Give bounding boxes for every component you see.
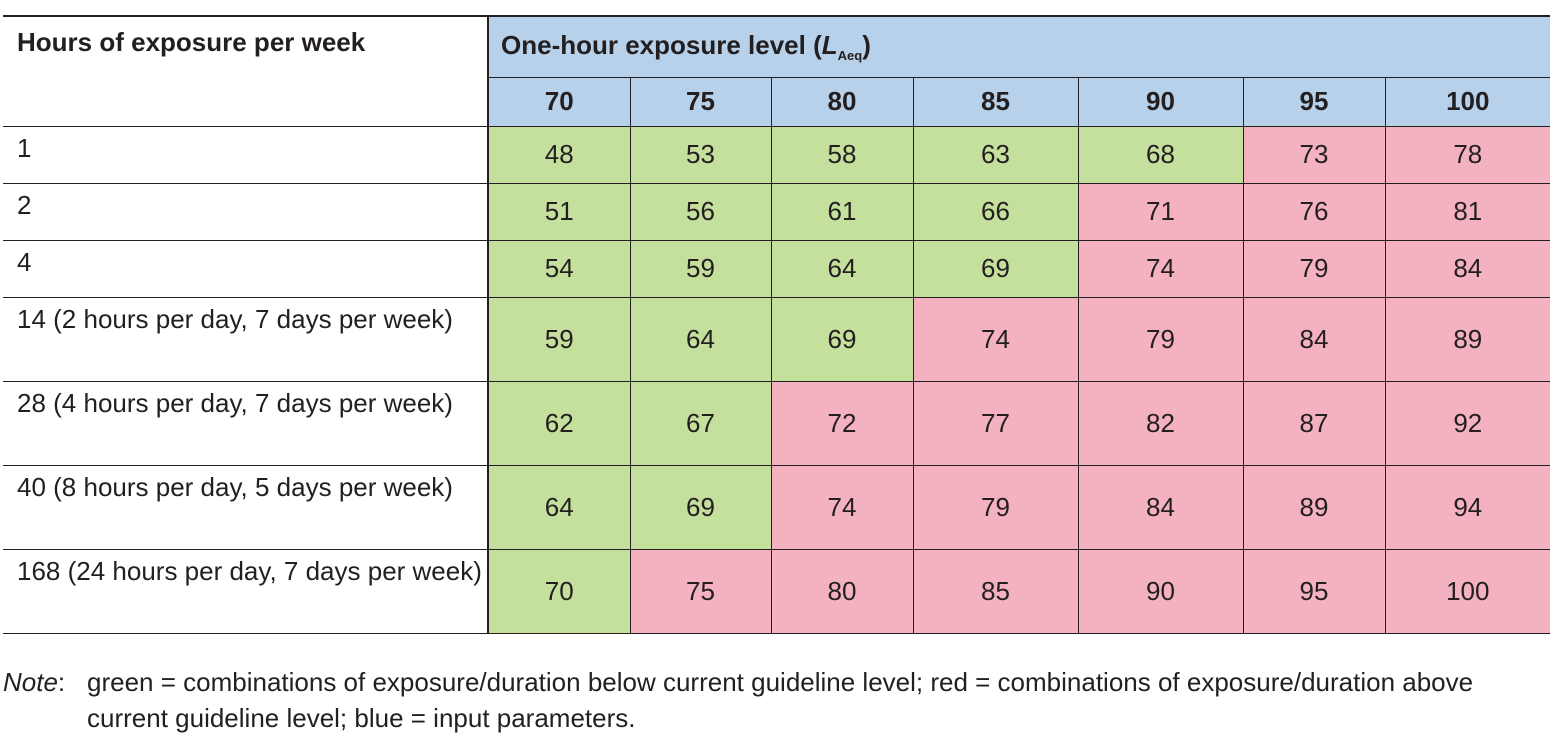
table-row: 14 (2 hours per day, 7 days per week) 59 6…	[3, 297, 1551, 382]
level-header-100: 100	[1385, 77, 1551, 127]
table-cell: 74	[1078, 240, 1244, 298]
table-row: 28 (4 hours per day, 7 days per week) 62 6…	[3, 381, 1551, 466]
row-label: 168 (24 hours per day, 7 days per week)	[3, 549, 489, 634]
table-cell: 70	[488, 549, 631, 634]
table-cell: 54	[488, 240, 631, 298]
table-cell: 75	[630, 549, 772, 634]
table-cell: 94	[1385, 465, 1551, 550]
table-cell: 80	[771, 549, 914, 634]
table-cell: 100	[1385, 549, 1551, 634]
table-note: Note: green = combinations of exposure/du…	[3, 664, 1553, 736]
table-row: 40 (8 hours per day, 5 days per week) 64 6…	[3, 465, 1551, 550]
table-cell: 79	[1078, 297, 1244, 382]
table-cell: 73	[1243, 126, 1386, 184]
table-cell: 77	[913, 381, 1079, 466]
table-cell: 69	[771, 297, 914, 382]
table-cell: 85	[913, 549, 1079, 634]
table-row: 1 48 53 58 63 68 73 78	[3, 126, 1551, 184]
level-header-70: 70	[488, 77, 631, 127]
level-header-row: 70 75 80 85 90 95 100	[3, 77, 1551, 127]
table-cell: 87	[1243, 381, 1386, 466]
level-header-90: 90	[1078, 77, 1244, 127]
group-title-variable: L	[821, 30, 838, 61]
level-header-75: 75	[630, 77, 772, 127]
note-colon: :	[57, 667, 66, 697]
table-cell: 64	[771, 240, 914, 298]
row-label: 1	[3, 126, 489, 184]
table-cell: 76	[1243, 183, 1386, 241]
table-cell: 89	[1385, 297, 1551, 382]
row-label: 14 (2 hours per day, 7 days per week)	[3, 297, 489, 382]
table-cell: 56	[630, 183, 772, 241]
table-row: 4 54 59 64 69 74 79 84	[3, 240, 1551, 298]
table-cell: 69	[913, 240, 1079, 298]
row-label: 2	[3, 183, 489, 241]
level-header-85: 85	[913, 77, 1079, 127]
table-cell: 63	[913, 126, 1079, 184]
row-header-title: Hours of exposure per week	[3, 15, 489, 127]
note-label-wrap: Note:	[3, 664, 87, 700]
table-cell: 89	[1243, 465, 1386, 550]
table-cell: 95	[1243, 549, 1386, 634]
table-cell: 48	[488, 126, 631, 184]
table-cell: 74	[913, 297, 1079, 382]
table-cell: 64	[488, 465, 631, 550]
level-header-95: 95	[1243, 77, 1386, 127]
table-cell: 61	[771, 183, 914, 241]
exposure-level-group-header: One-hour exposure level (LAeq)	[488, 15, 1551, 78]
table-cell: 78	[1385, 126, 1551, 184]
table-body: 1 48 53 58 63 68 73 78 2 51 56 61 66 71 76 81 4 54 59 64 69 7…	[3, 126, 1551, 634]
row-label: 4	[3, 240, 489, 298]
table-cell: 53	[630, 126, 772, 184]
table-cell: 62	[488, 381, 631, 466]
table-cell: 69	[630, 465, 772, 550]
table-cell: 82	[1078, 381, 1244, 466]
level-header-80: 80	[771, 77, 914, 127]
table-cell: 59	[488, 297, 631, 382]
table-row: 2 51 56 61 66 71 76 81	[3, 183, 1551, 241]
table-cell: 66	[913, 183, 1079, 241]
table-cell: 92	[1385, 381, 1551, 466]
row-label: 28 (4 hours per day, 7 days per week)	[3, 381, 489, 466]
note-text: green = combinations of exposure/duratio…	[87, 667, 1474, 733]
table-row: 168 (24 hours per day, 7 days per week) 7…	[3, 549, 1551, 634]
exposure-table: Hours of exposure per week One-hour expo…	[3, 15, 1551, 634]
table-cell: 64	[630, 297, 772, 382]
table-cell: 59	[630, 240, 772, 298]
table-cell: 68	[1078, 126, 1244, 184]
group-title-subscript: Aeq	[837, 48, 863, 64]
table-cell: 51	[488, 183, 631, 241]
table-cell: 81	[1385, 183, 1551, 241]
table-cell: 72	[771, 381, 914, 466]
table-cell: 71	[1078, 183, 1244, 241]
group-title-text: One-hour exposure level (	[501, 30, 822, 61]
row-label: 40 (8 hours per day, 5 days per week)	[3, 465, 489, 550]
table-cell: 67	[630, 381, 772, 466]
table-cell: 58	[771, 126, 914, 184]
group-title-close: )	[862, 30, 871, 61]
table-cell: 79	[913, 465, 1079, 550]
table-cell: 90	[1078, 549, 1244, 634]
table-cell: 74	[771, 465, 914, 550]
table-cell: 84	[1078, 465, 1244, 550]
note-label: Note	[3, 667, 58, 697]
table-cell: 84	[1243, 297, 1386, 382]
table-cell: 79	[1243, 240, 1386, 298]
table-cell: 84	[1385, 240, 1551, 298]
